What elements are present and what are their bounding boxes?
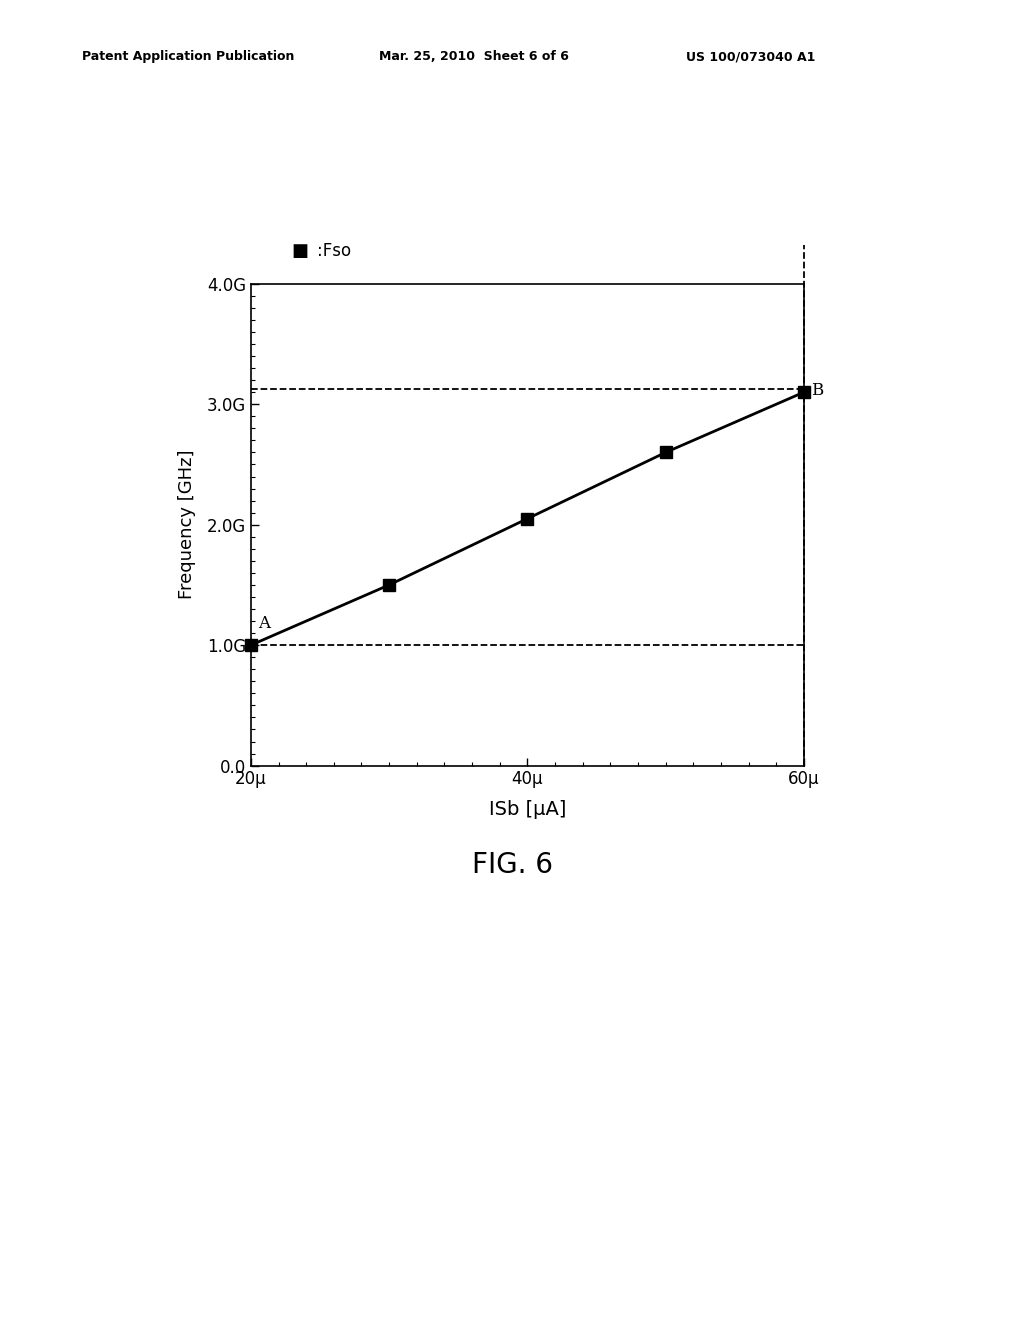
X-axis label: ISb [μA]: ISb [μA]	[488, 800, 566, 818]
Text: :Fso: :Fso	[317, 242, 351, 260]
Text: US 100/073040 A1: US 100/073040 A1	[686, 50, 815, 63]
Text: Mar. 25, 2010  Sheet 6 of 6: Mar. 25, 2010 Sheet 6 of 6	[379, 50, 568, 63]
Text: B: B	[811, 381, 823, 399]
Text: FIG. 6: FIG. 6	[471, 851, 553, 879]
Text: ■: ■	[292, 242, 309, 260]
Text: Patent Application Publication: Patent Application Publication	[82, 50, 294, 63]
Y-axis label: Frequency [GHz]: Frequency [GHz]	[177, 450, 196, 599]
Text: A: A	[258, 615, 269, 632]
